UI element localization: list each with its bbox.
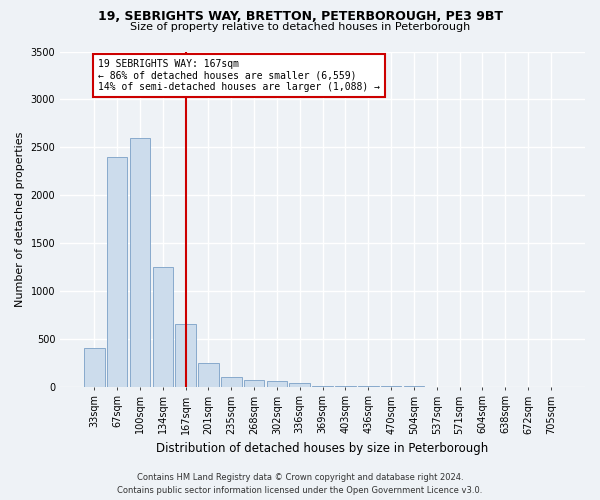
Bar [198,362,219,386]
Y-axis label: Number of detached properties: Number of detached properties [15,132,25,307]
Bar [130,138,150,386]
Bar [266,381,287,386]
Bar [175,324,196,386]
Bar [84,348,104,387]
X-axis label: Distribution of detached houses by size in Peterborough: Distribution of detached houses by size … [157,442,489,455]
Bar [244,380,265,386]
Bar [152,267,173,386]
Text: Contains HM Land Registry data © Crown copyright and database right 2024.
Contai: Contains HM Land Registry data © Crown c… [118,474,482,495]
Text: 19, SEBRIGHTS WAY, BRETTON, PETERBOROUGH, PE3 9BT: 19, SEBRIGHTS WAY, BRETTON, PETERBOROUGH… [97,10,503,23]
Bar [289,383,310,386]
Text: Size of property relative to detached houses in Peterborough: Size of property relative to detached ho… [130,22,470,32]
Text: 19 SEBRIGHTS WAY: 167sqm
← 86% of detached houses are smaller (6,559)
14% of sem: 19 SEBRIGHTS WAY: 167sqm ← 86% of detach… [98,59,380,92]
Bar [221,377,242,386]
Bar [107,157,127,386]
